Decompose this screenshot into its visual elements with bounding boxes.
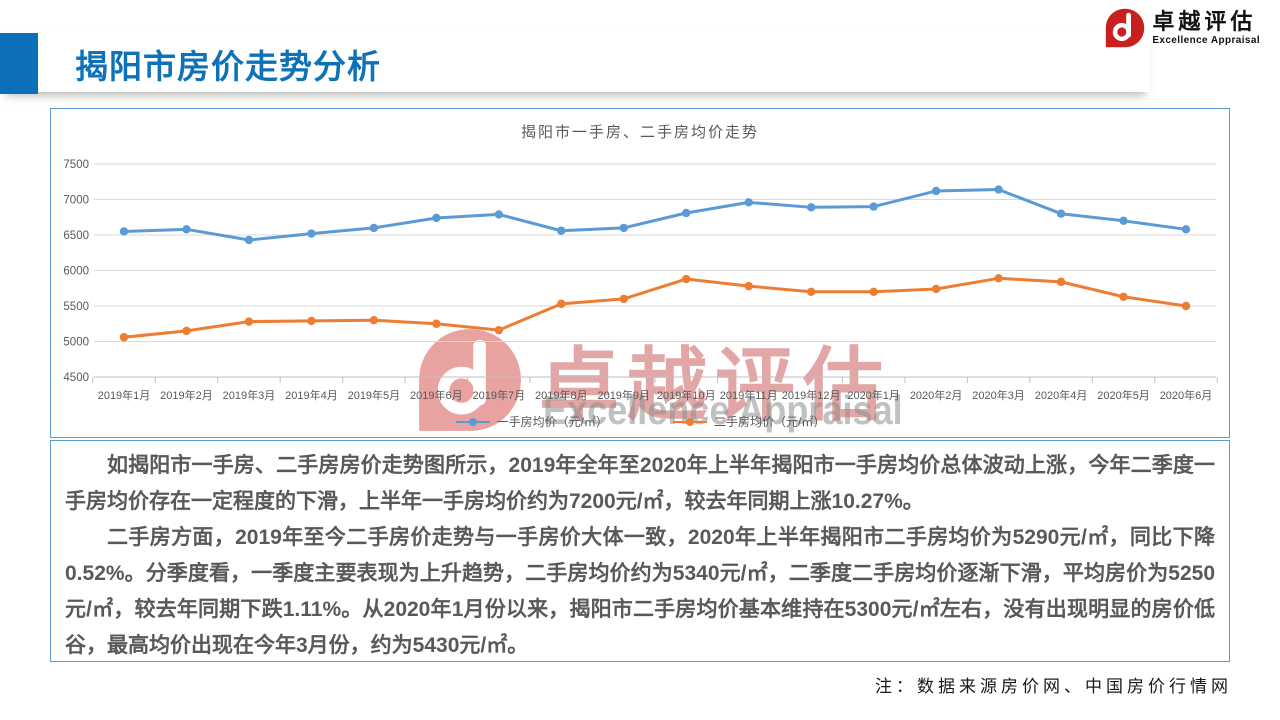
page-title: 揭阳市房价走势分析 [75, 48, 381, 85]
x-axis-label: 2019年5月 [348, 388, 401, 402]
data-point [994, 185, 1003, 194]
legend-marker-second-hand [673, 417, 707, 426]
legend-item-second-hand: 二手房均价（元/㎡） [672, 413, 825, 430]
data-point [744, 198, 753, 207]
data-point [1056, 277, 1066, 287]
title-accent-square [0, 33, 38, 94]
y-axis-label: 7500 [63, 159, 89, 171]
x-axis-label: 2019年3月 [223, 388, 276, 402]
data-point [931, 284, 941, 294]
company-name-en: Excellence Appraisal [1152, 35, 1260, 46]
data-point [994, 274, 1003, 283]
price-trend-chart: 7500 7000 6500 6000 5500 5000 4500 2019年1月 2019年… [63, 159, 1218, 402]
data-point [557, 226, 566, 235]
data-point [869, 287, 878, 296]
x-axis-label: 2020年6月 [1160, 388, 1213, 402]
data-point [494, 210, 504, 219]
data-point [432, 319, 441, 328]
x-axis-label: 2019年6月 [410, 388, 463, 402]
data-point [744, 281, 753, 291]
y-axis-label: 7000 [63, 195, 89, 207]
x-axis-label: 2019年4月 [285, 388, 338, 402]
data-point [119, 227, 129, 236]
data-point [244, 235, 254, 245]
data-point [806, 287, 816, 296]
legend-item-first-hand: 一手房均价（元/㎡） [455, 413, 608, 430]
x-axis-label: 2019年9月 [597, 388, 650, 402]
x-axis-label: 2020年3月 [972, 388, 1025, 402]
price-trend-chart-panel: 卓越评估 Excellence Appraisal 揭阳市一手房、二手房均价走势… [50, 108, 1230, 438]
x-axis-label: 2019年1月 [98, 388, 151, 402]
company-logo: 卓越评估 Excellence Appraisal [1105, 8, 1260, 48]
x-axis-label: 2019年7月 [473, 388, 526, 402]
y-axis-label: 4500 [63, 372, 89, 384]
legend-marker-first-hand [455, 417, 490, 426]
data-point [307, 229, 316, 238]
header-bar: 揭阳市房价走势分析 [0, 28, 1150, 94]
data-point [369, 316, 379, 325]
x-axis-label: 2020年2月 [910, 388, 963, 402]
data-point [682, 208, 691, 218]
x-axis-label: 2019年11月 [720, 388, 778, 402]
data-point [119, 333, 129, 342]
data-point [307, 316, 316, 326]
x-axis-label: 2020年5月 [1097, 388, 1150, 402]
y-axis-label: 5500 [63, 301, 89, 313]
chart-legend: 一手房均价（元/㎡） 二手房均价（元/㎡） [51, 413, 1229, 430]
data-point [182, 225, 191, 234]
y-axis-label: 6500 [63, 230, 89, 242]
analysis-panel: 如揭阳市一手房、二手房房价走势图所示，2019年全年至2020年上半年揭阳市一手… [50, 440, 1230, 662]
data-point [494, 325, 504, 335]
x-axis-label: 2019年8月 [535, 388, 588, 402]
analysis-paragraph-2: 二手房方面，2019年至今二手房价走势与一手房价大体一致，2020年上半年揭阳市… [65, 526, 1215, 657]
legend-label-second-hand: 二手房均价（元/㎡） [714, 415, 826, 429]
company-logo-text: 卓越评估 Excellence Appraisal [1152, 8, 1260, 46]
x-axis-label: 2020年1月 [847, 388, 900, 402]
data-point [619, 294, 628, 304]
data-point [1181, 301, 1191, 311]
data-point [619, 223, 628, 233]
data-point [869, 202, 878, 211]
analysis-paragraph-1: 如揭阳市一手房、二手房房价走势图所示，2019年全年至2020年上半年揭阳市一手… [65, 454, 1215, 513]
x-axis-label: 2019年10月 [657, 388, 716, 402]
x-axis-label: 2019年12月 [782, 388, 841, 402]
data-point [557, 299, 566, 309]
x-axis-label: 2020年4月 [1035, 388, 1088, 402]
data-point [1119, 216, 1128, 225]
legend-label-first-hand: 一手房均价（元/㎡） [496, 415, 608, 429]
y-axis-label: 6000 [63, 266, 89, 278]
data-point [682, 274, 691, 284]
company-name: 卓越评估 [1152, 9, 1257, 34]
data-point [806, 203, 816, 212]
series-line-0 [123, 188, 1187, 242]
data-point [369, 223, 379, 233]
data-point [244, 317, 254, 326]
data-point [1181, 225, 1191, 234]
data-point [931, 186, 941, 196]
data-point [432, 213, 441, 223]
x-axis-label: 2019年2月 [160, 388, 213, 402]
series-line-1 [123, 276, 1187, 339]
data-point [182, 326, 191, 336]
company-logo-icon [1106, 8, 1145, 48]
data-point [1119, 292, 1128, 301]
data-point [1056, 209, 1066, 218]
y-axis-label: 5000 [63, 337, 89, 349]
data-source-note: 注：数据来源房价网、中国房价行情网 [875, 677, 1232, 696]
chart-title: 揭阳市一手房、二手房均价走势 [520, 124, 759, 141]
